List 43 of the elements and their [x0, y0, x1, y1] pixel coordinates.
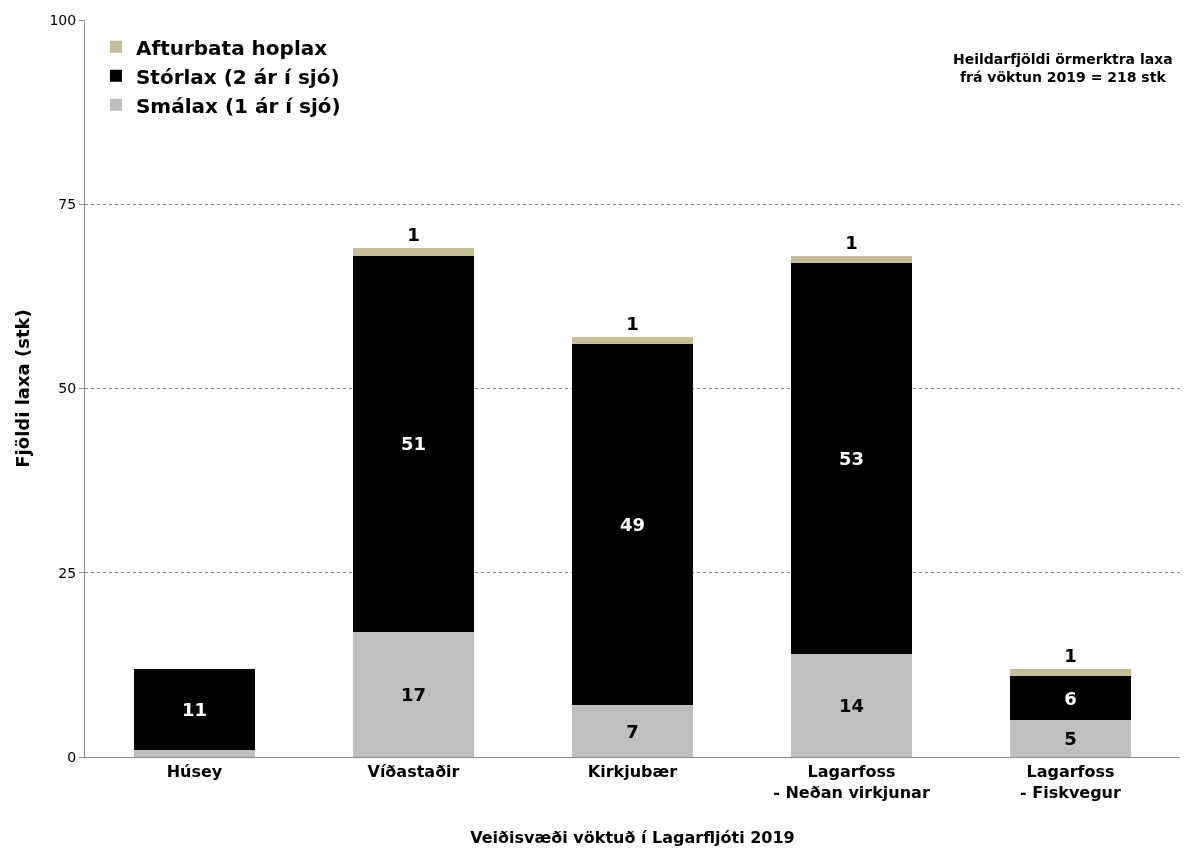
y-tick-label: 0 [67, 748, 77, 765]
y-axis-title: Fjöldi laxa (stk) [11, 309, 33, 468]
data-label: 11 [181, 698, 208, 720]
y-tick-label: 100 [49, 11, 77, 28]
bar [791, 255, 912, 264]
data-label: 17 [400, 683, 427, 705]
legend-label: Stórlax (2 ár í sjó) [135, 64, 340, 89]
y-tick-label: 75 [58, 196, 77, 213]
data-label: 14 [838, 694, 865, 716]
x-tick-label: Kirkjubær [587, 762, 678, 782]
legend-label: Smálax (1 ár í sjó) [135, 93, 341, 118]
data-label: 53 [838, 448, 865, 470]
data-label: 1 [407, 224, 420, 246]
bar [353, 255, 474, 632]
bar [572, 705, 693, 757]
data-label: 1 [1064, 644, 1077, 666]
bar [791, 653, 912, 757]
bar [572, 336, 693, 345]
bar [353, 631, 474, 757]
bar [1010, 675, 1131, 721]
bar [353, 248, 474, 256]
x-tick-label: Víðastaðir [367, 762, 460, 782]
data-label: 49 [619, 514, 646, 536]
bar [134, 749, 255, 757]
annotation: Heildarfjöldi örmerktra laxa frá vöktun 2019 = 218 stk [953, 51, 1173, 86]
x-axis-title: Veiðisvæði vöktuð í Lagarfljóti 2019 [470, 827, 795, 847]
y-tick-label: 25 [58, 564, 77, 581]
x-tick-label: Lagarfoss - Neðan virkjunar [773, 762, 930, 802]
data-label: 7 [626, 720, 639, 742]
legend-label: Afturbata hoplax [135, 35, 328, 60]
bar [1010, 720, 1131, 757]
data-label: 51 [400, 433, 427, 455]
bar [134, 668, 255, 750]
x-tick-label: Lagarfoss - Fiskvegur [1020, 762, 1122, 802]
y-tick-label: 50 [58, 380, 77, 397]
data-label: 1 [845, 231, 858, 253]
x-tick-label: Húsey [166, 762, 223, 782]
bar [572, 344, 693, 706]
data-label: 1 [626, 312, 639, 334]
data-label: 6 [1064, 687, 1077, 709]
data-label: 5 [1064, 728, 1077, 750]
bar [791, 263, 912, 654]
bar [1010, 668, 1131, 676]
